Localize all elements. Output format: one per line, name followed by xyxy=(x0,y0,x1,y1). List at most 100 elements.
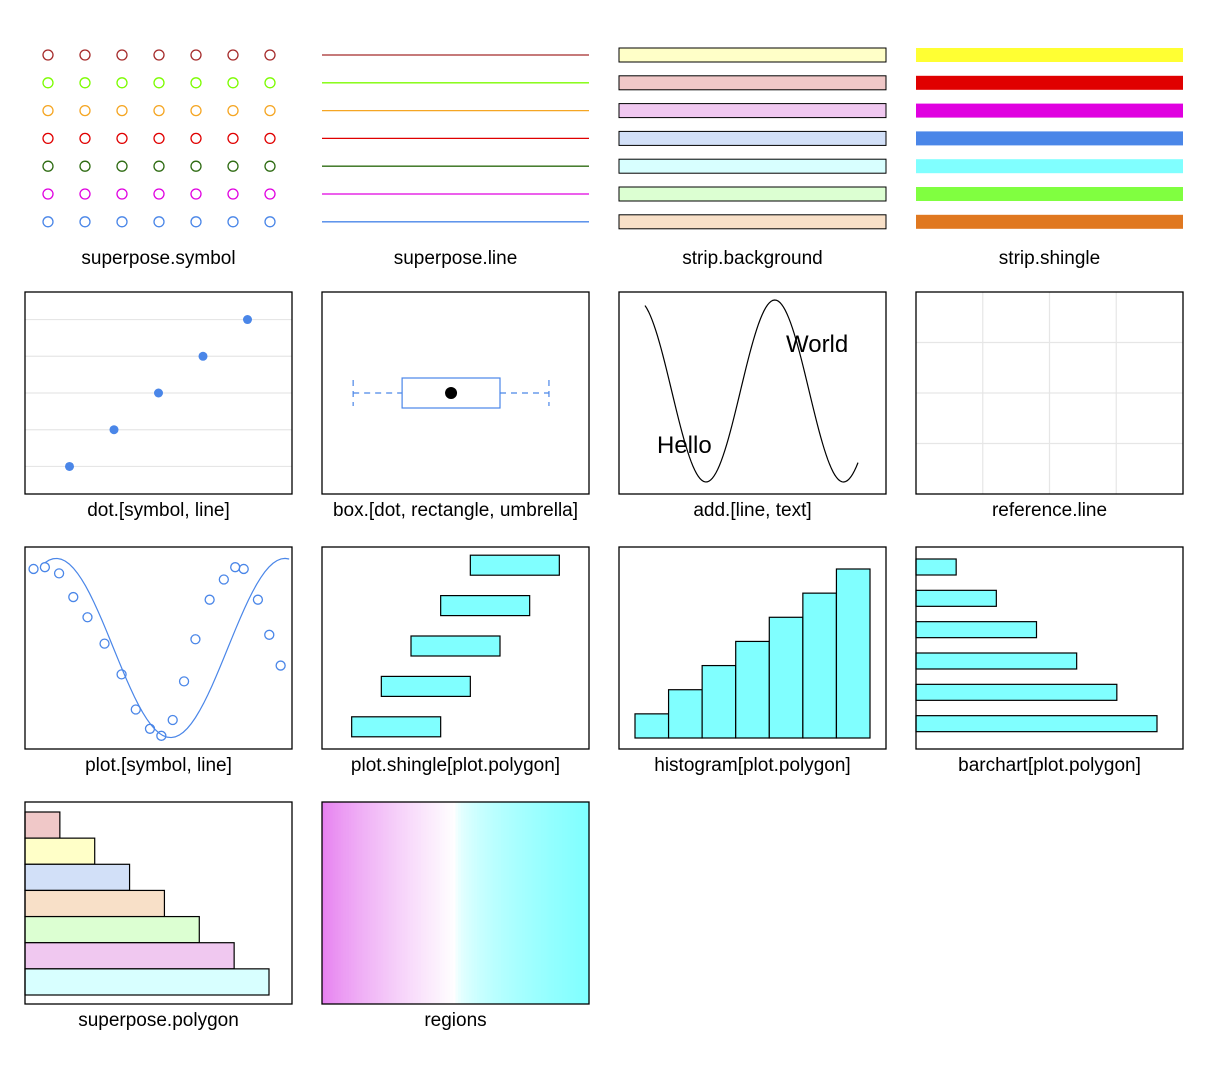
regions-swatch xyxy=(540,802,545,1004)
label-strip-shingle: strip.shingle xyxy=(999,248,1100,269)
regions-swatch xyxy=(455,802,459,1004)
regions-swatch xyxy=(436,802,441,1004)
shingle-bar xyxy=(440,594,531,617)
regions-swatch xyxy=(554,802,558,1004)
regions-swatch xyxy=(479,802,483,1004)
regions-swatch xyxy=(439,802,443,1004)
regions-swatch xyxy=(570,802,574,1004)
panel-superpose-symbol: superpose.symbol xyxy=(42,49,276,269)
superpose-polygon-bar xyxy=(24,889,166,918)
regions-swatch xyxy=(370,802,374,1004)
strip-background-swatch xyxy=(618,214,887,230)
symbol-point xyxy=(264,132,276,145)
regions-swatch xyxy=(572,802,577,1004)
regions-swatch xyxy=(335,802,339,1004)
regions-swatch xyxy=(463,802,467,1004)
regions-swatch xyxy=(410,802,414,1004)
plot-point xyxy=(116,669,127,680)
symbol-point xyxy=(227,49,239,61)
regions-swatch xyxy=(354,802,358,1004)
regions-swatch xyxy=(471,802,475,1004)
panel-frame xyxy=(24,546,293,750)
label-add: add.[line, text] xyxy=(693,500,811,521)
regions-swatch xyxy=(514,802,518,1004)
plot-point xyxy=(99,638,110,649)
symbol-point xyxy=(42,49,54,61)
plot-point xyxy=(190,634,201,645)
symbol-point xyxy=(190,104,202,117)
regions-swatch xyxy=(396,802,401,1004)
regions-swatch xyxy=(556,802,561,1004)
regions-swatch xyxy=(340,802,344,1004)
panel-frame xyxy=(321,801,590,1005)
panel-frame xyxy=(618,546,887,750)
regions-swatch xyxy=(535,802,539,1004)
plot-point xyxy=(39,562,51,573)
regions-swatch xyxy=(415,802,419,1004)
strip-shingle-swatch xyxy=(916,159,1183,174)
label-plot-shingle: plot.shingle[plot.polygon] xyxy=(351,755,560,776)
histogram-bar xyxy=(802,592,838,739)
panel-frame xyxy=(321,291,590,495)
symbol-point xyxy=(264,49,276,61)
regions-swatch xyxy=(530,802,534,1004)
regions-swatch xyxy=(492,802,497,1004)
barchart-bar xyxy=(915,589,997,607)
regions-swatch xyxy=(578,802,582,1004)
plot-point xyxy=(252,594,264,605)
symbol-point xyxy=(153,188,165,200)
regions-swatch xyxy=(538,802,542,1004)
regions-swatch xyxy=(338,802,342,1004)
symbol-point xyxy=(42,216,54,228)
dot-point xyxy=(243,315,252,325)
regions-swatch xyxy=(484,802,489,1004)
symbol-point xyxy=(227,216,239,228)
superpose-polygon-bar xyxy=(24,942,235,970)
strip-shingle-swatch xyxy=(916,214,1183,229)
regions-swatch xyxy=(522,802,526,1004)
symbol-point xyxy=(153,160,165,172)
regions-swatch xyxy=(562,802,566,1004)
strip-shingle-swatch xyxy=(916,103,1183,118)
regions-swatch xyxy=(511,802,515,1004)
symbol-point xyxy=(190,132,202,145)
symbol-point xyxy=(116,188,128,200)
regions-swatch xyxy=(351,802,355,1004)
regions-swatch xyxy=(399,802,403,1004)
superpose-polygon-bar xyxy=(24,837,96,865)
regions-swatch xyxy=(548,802,553,1004)
plot-point xyxy=(264,629,275,640)
strip-shingle-swatch xyxy=(916,131,1183,146)
barchart-bar xyxy=(915,683,1118,701)
regions-swatch xyxy=(404,802,409,1004)
regions-swatch xyxy=(367,802,371,1004)
plot-point xyxy=(130,704,141,715)
symbol-point xyxy=(116,132,128,145)
regions-swatch xyxy=(324,802,328,1004)
regions-swatch xyxy=(564,802,569,1004)
panel-frame xyxy=(618,291,887,495)
regions-swatch xyxy=(423,802,427,1004)
panel-add: Hello World add.[line, text] xyxy=(618,291,887,521)
symbol-point xyxy=(79,77,91,89)
regions-swatch xyxy=(567,802,571,1004)
symbol-point xyxy=(42,188,54,200)
plot-point xyxy=(156,730,167,741)
regions-swatch xyxy=(348,802,352,1004)
plot-point xyxy=(218,574,229,585)
histogram-bar xyxy=(735,640,770,739)
regions-swatch xyxy=(546,802,550,1004)
regions-swatch xyxy=(322,802,326,1004)
symbol-point xyxy=(79,49,91,61)
superpose-polygon-bar xyxy=(24,811,61,839)
symbol-point xyxy=(79,104,91,117)
regions-swatch xyxy=(330,802,334,1004)
regions-swatch xyxy=(450,802,454,1004)
regions-swatch xyxy=(402,802,406,1004)
plot-point xyxy=(82,612,93,623)
panel-strip-shingle: strip.shingle xyxy=(916,48,1183,269)
regions-swatch xyxy=(407,802,411,1004)
add-text-world: World xyxy=(786,331,848,358)
label-superpose-polygon: superpose.polygon xyxy=(78,1010,239,1031)
label-box: box.[dot, rectangle, umbrella] xyxy=(333,500,578,521)
